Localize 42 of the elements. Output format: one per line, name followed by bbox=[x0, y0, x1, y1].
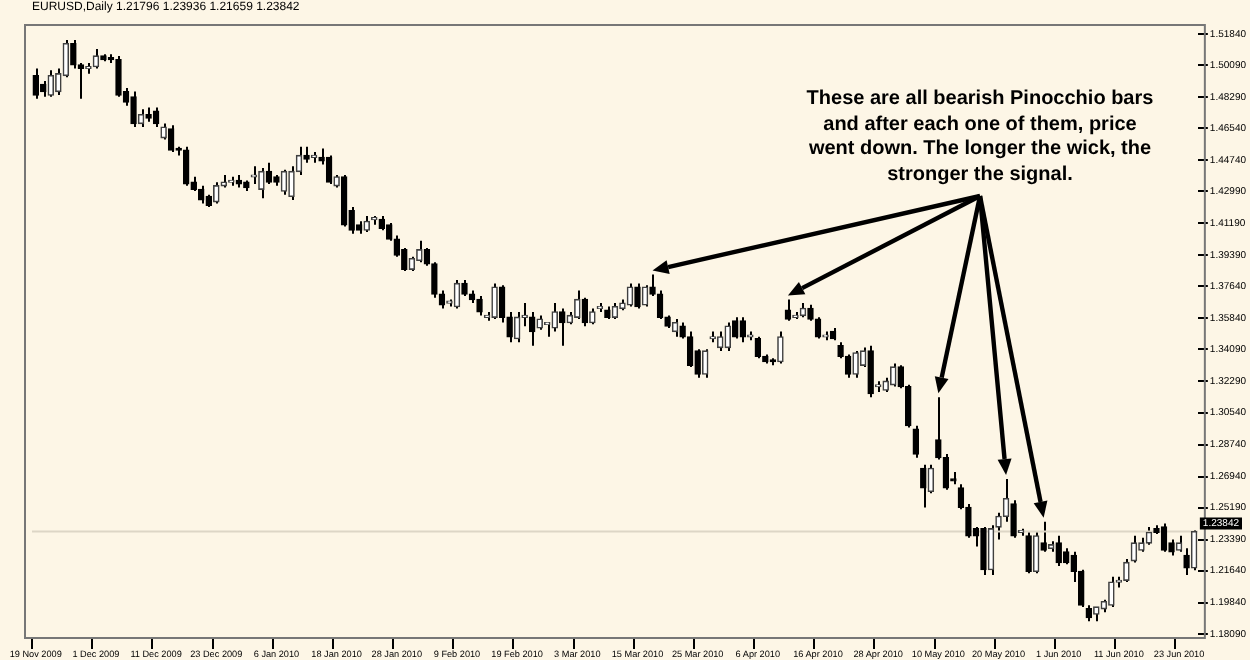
candlestick bbox=[716, 330, 724, 353]
candlestick bbox=[115, 54, 122, 98]
candlestick bbox=[92, 47, 100, 70]
candlestick bbox=[513, 310, 521, 344]
candlestick bbox=[686, 330, 694, 369]
candlestick bbox=[634, 282, 641, 310]
candlestick bbox=[70, 39, 77, 70]
candlestick bbox=[453, 278, 461, 310]
candlestick bbox=[32, 67, 40, 100]
candlestick bbox=[641, 284, 649, 308]
candlestick bbox=[574, 289, 581, 321]
candlestick bbox=[912, 424, 920, 459]
candlestick bbox=[980, 525, 987, 576]
candlestick bbox=[1108, 575, 1115, 608]
candlestick bbox=[1160, 522, 1168, 553]
candlestick bbox=[280, 168, 288, 196]
candlestick bbox=[182, 145, 190, 187]
candlestick bbox=[701, 348, 709, 379]
candlestick bbox=[1055, 534, 1062, 568]
candlestick bbox=[258, 166, 265, 200]
candlestick bbox=[867, 344, 874, 399]
candlestick bbox=[559, 307, 566, 347]
candlestick bbox=[626, 282, 634, 308]
candlestick bbox=[476, 294, 483, 317]
candlestick bbox=[784, 298, 792, 322]
candlestick bbox=[167, 124, 175, 153]
candlestick bbox=[920, 463, 927, 509]
candlestick bbox=[528, 310, 536, 347]
candlestick bbox=[325, 154, 333, 185]
candlestick bbox=[889, 362, 897, 388]
candlestick bbox=[724, 321, 732, 353]
candlestick bbox=[47, 69, 55, 98]
candlestick bbox=[581, 296, 589, 328]
candlestick bbox=[1183, 547, 1190, 576]
candlestick bbox=[152, 106, 160, 129]
candlestick bbox=[987, 524, 995, 576]
candlestick bbox=[130, 90, 137, 129]
candlestick bbox=[777, 330, 784, 365]
annotation: These are all bearish Pinocchio bars and after each one of them, price went down. The longer the wick, the stronger the signal. bbox=[804, 88, 1156, 188]
candlestick bbox=[1032, 531, 1040, 575]
candlestick bbox=[265, 161, 273, 185]
candlestick bbox=[340, 174, 348, 228]
